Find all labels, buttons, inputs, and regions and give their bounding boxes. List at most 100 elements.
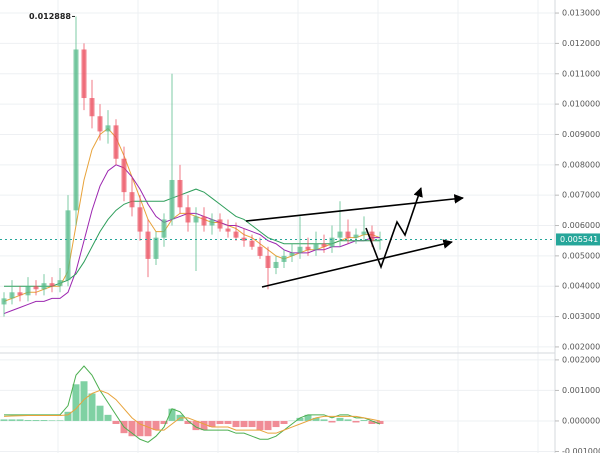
candle-body (241, 237, 247, 241)
candle-body (161, 219, 167, 238)
y-tick-label: 0.005000 (562, 251, 600, 260)
histogram-bar (168, 408, 176, 421)
candle-body (249, 240, 255, 247)
candle-body (225, 228, 231, 232)
time-grid (57, 0, 539, 453)
trend-drawings (245, 187, 464, 288)
histogram-bar (304, 414, 312, 421)
y-tick-label: 0.002000 (562, 355, 600, 364)
candle-body (145, 231, 151, 259)
y-tick-label: 0.012000 (562, 39, 600, 48)
candle-body (201, 216, 207, 226)
histogram-bar (376, 420, 384, 424)
histogram-bar (8, 419, 16, 421)
candle-body (129, 192, 135, 208)
histogram-bar (56, 420, 64, 421)
histogram-bar (360, 420, 368, 421)
histogram-bar (136, 420, 144, 437)
candle-body (337, 231, 343, 238)
candle-body (57, 280, 63, 287)
candle-body (33, 286, 39, 290)
histogram-bar (0, 419, 8, 421)
candle-body (49, 283, 55, 287)
candle-body (137, 207, 143, 232)
histogram-bar (232, 420, 240, 428)
histogram-bar (200, 420, 208, 431)
histogram-bar (328, 420, 336, 423)
candle-body (89, 98, 95, 117)
histogram-bar (312, 417, 320, 421)
candle-body (209, 219, 215, 226)
candle-body (185, 207, 191, 223)
y-tick-label: 0.008000 (562, 160, 600, 169)
candle-body (17, 292, 23, 296)
candle-body (281, 255, 287, 262)
candle-body (105, 125, 111, 132)
histogram-bar (48, 420, 56, 421)
histogram-bar (192, 420, 200, 431)
histogram-bar (352, 420, 360, 423)
histogram-bar (152, 420, 160, 431)
candle-body (313, 243, 319, 250)
histogram-bar (184, 420, 192, 424)
candle-body (81, 49, 87, 99)
candle-body (193, 216, 199, 223)
candle-body (217, 219, 223, 229)
candle-body (289, 252, 295, 256)
candle-body (321, 243, 327, 247)
histogram-bar (240, 420, 248, 428)
histogram-bar (24, 420, 32, 421)
candle-body (369, 231, 375, 241)
y-tick-label: 0.009000 (562, 130, 600, 139)
candle-body (153, 237, 159, 259)
candle-body (121, 158, 127, 193)
histogram-bar (144, 420, 152, 437)
candle-body (353, 234, 359, 238)
histogram-bar (320, 419, 328, 421)
y-tick-label: 0.000000 (562, 416, 600, 425)
histogram-bar (256, 420, 264, 431)
candle-body (177, 179, 183, 208)
y-tick-label: 0.002000 (562, 342, 600, 351)
candle-body (9, 292, 15, 299)
histogram-bar (32, 420, 40, 421)
high-marker-label: 0.012888 (29, 12, 71, 21)
candle-body (233, 231, 239, 238)
indicator-line (4, 365, 381, 443)
histogram-bar (160, 420, 168, 424)
histogram-bar (248, 420, 256, 428)
y-tick-label: -0.001000 (562, 447, 600, 453)
histogram-bar (72, 384, 80, 421)
candle-body (265, 255, 271, 269)
y-tick-label: 0.011000 (562, 69, 600, 78)
histogram-bar (16, 419, 24, 421)
histogram-bar (208, 420, 216, 428)
y-tick-label: 0.010000 (562, 100, 600, 109)
candle-body (377, 239, 383, 241)
candle-body (297, 246, 303, 253)
histogram-bar (368, 420, 376, 424)
candle-body (97, 116, 103, 132)
candle-body (25, 286, 31, 296)
y-tick-label: 0.004000 (562, 282, 600, 291)
histogram-bar (336, 417, 344, 421)
candle-body (41, 283, 47, 290)
histogram-bar (40, 420, 48, 421)
histogram-bar (88, 393, 96, 421)
candle-body (65, 210, 71, 281)
candle-body (169, 179, 175, 220)
candle-body (361, 231, 367, 235)
histogram-bar (296, 417, 304, 421)
histogram-bar (112, 420, 120, 424)
histogram-bar (272, 420, 280, 428)
histogram-bar (80, 381, 88, 421)
histogram-bar (96, 405, 104, 421)
histogram-bar (128, 420, 136, 437)
last-price-box (556, 233, 600, 246)
candle-body (329, 237, 335, 247)
histogram-bar (64, 411, 72, 421)
candle-body (305, 246, 311, 250)
candle-body (113, 125, 119, 159)
histogram-bar (216, 420, 224, 424)
